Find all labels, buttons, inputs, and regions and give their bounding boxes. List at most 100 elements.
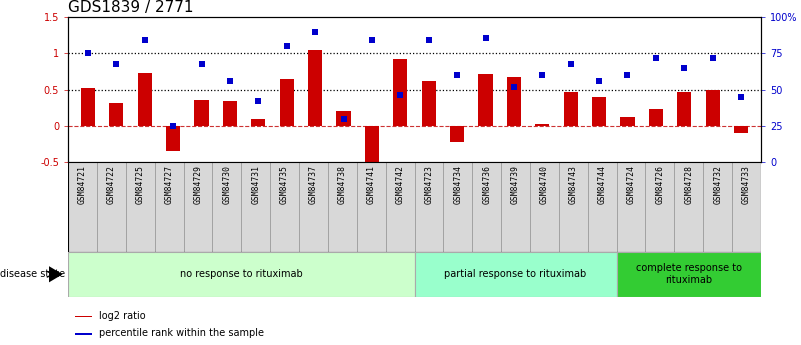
Bar xyxy=(68,252,415,297)
Text: GSM84736: GSM84736 xyxy=(482,165,491,204)
Bar xyxy=(393,59,408,126)
Point xyxy=(593,78,606,84)
Text: GSM84732: GSM84732 xyxy=(713,165,723,204)
Point xyxy=(139,38,151,43)
Bar xyxy=(81,88,95,126)
Point xyxy=(479,35,492,40)
Bar xyxy=(677,92,691,126)
Bar xyxy=(734,126,748,133)
Bar xyxy=(195,100,208,126)
Bar xyxy=(588,162,617,252)
Bar xyxy=(444,162,473,252)
Text: GSM84721: GSM84721 xyxy=(78,165,87,204)
Point xyxy=(308,29,321,34)
Bar xyxy=(617,252,761,297)
Point xyxy=(82,51,95,56)
Bar xyxy=(241,162,270,252)
Point xyxy=(422,38,435,43)
Point xyxy=(621,72,634,78)
Bar xyxy=(328,162,356,252)
Point xyxy=(451,72,464,78)
Bar xyxy=(501,162,530,252)
Bar xyxy=(703,162,732,252)
Bar xyxy=(385,162,415,252)
Bar xyxy=(280,79,294,126)
Text: GSM84734: GSM84734 xyxy=(453,165,462,204)
Text: GSM84728: GSM84728 xyxy=(684,165,694,204)
Bar xyxy=(212,162,241,252)
Text: GSM84722: GSM84722 xyxy=(107,165,116,204)
Text: GSM84729: GSM84729 xyxy=(194,165,203,204)
Text: GSM84742: GSM84742 xyxy=(396,165,405,204)
Bar xyxy=(621,117,634,126)
Bar xyxy=(559,162,588,252)
Point xyxy=(252,99,265,104)
Bar xyxy=(592,97,606,126)
Bar xyxy=(270,162,299,252)
Text: GSM84743: GSM84743 xyxy=(569,165,578,204)
Bar xyxy=(530,162,559,252)
Bar xyxy=(299,162,328,252)
Bar xyxy=(166,126,180,151)
Bar xyxy=(450,126,465,142)
Bar xyxy=(109,103,123,126)
Text: log2 ratio: log2 ratio xyxy=(99,311,146,321)
Text: GSM84735: GSM84735 xyxy=(280,165,289,204)
Bar xyxy=(646,162,674,252)
Bar xyxy=(75,316,92,317)
Text: GDS1839 / 2771: GDS1839 / 2771 xyxy=(68,0,194,15)
Point xyxy=(337,116,350,121)
Point xyxy=(280,43,293,49)
Bar xyxy=(336,111,351,126)
Bar xyxy=(126,162,155,252)
Text: partial response to rituximab: partial response to rituximab xyxy=(445,269,586,279)
Bar xyxy=(75,333,92,335)
Bar xyxy=(535,125,549,126)
Point xyxy=(706,55,719,61)
Point xyxy=(195,61,208,66)
Point xyxy=(223,78,236,84)
Bar xyxy=(617,162,646,252)
Text: GSM84737: GSM84737 xyxy=(309,165,318,204)
Point xyxy=(508,84,521,90)
Text: GSM84741: GSM84741 xyxy=(367,165,376,204)
Text: percentile rank within the sample: percentile rank within the sample xyxy=(99,328,264,338)
Text: GSM84723: GSM84723 xyxy=(425,165,433,204)
Point xyxy=(536,72,549,78)
Text: GSM84727: GSM84727 xyxy=(165,165,174,204)
Text: GSM84740: GSM84740 xyxy=(540,165,549,204)
Point xyxy=(650,55,662,61)
Bar xyxy=(732,162,761,252)
Text: GSM84738: GSM84738 xyxy=(338,165,347,204)
Point xyxy=(394,93,407,98)
Bar xyxy=(415,162,444,252)
Point xyxy=(167,123,179,129)
Bar xyxy=(252,119,265,126)
Text: GSM84739: GSM84739 xyxy=(511,165,520,204)
Bar xyxy=(649,109,663,126)
Bar xyxy=(155,162,183,252)
Point xyxy=(110,61,123,66)
Text: GSM84730: GSM84730 xyxy=(223,165,231,204)
Bar xyxy=(138,73,152,126)
Bar xyxy=(183,162,212,252)
Bar xyxy=(97,162,126,252)
Polygon shape xyxy=(49,266,62,282)
Text: GSM84726: GSM84726 xyxy=(655,165,664,204)
Bar xyxy=(507,77,521,126)
Text: complete response to
rituximab: complete response to rituximab xyxy=(636,264,742,285)
Bar xyxy=(356,162,385,252)
Text: GSM84731: GSM84731 xyxy=(252,165,260,204)
Bar xyxy=(68,162,97,252)
Bar xyxy=(478,74,493,126)
Bar xyxy=(674,162,703,252)
Bar xyxy=(421,81,436,126)
Bar xyxy=(564,92,578,126)
Point xyxy=(564,61,577,66)
Point xyxy=(678,65,690,71)
Bar xyxy=(364,126,379,168)
Text: GSM84725: GSM84725 xyxy=(135,165,145,204)
Bar xyxy=(706,90,720,126)
Text: GSM84724: GSM84724 xyxy=(626,165,635,204)
Point xyxy=(365,38,378,43)
